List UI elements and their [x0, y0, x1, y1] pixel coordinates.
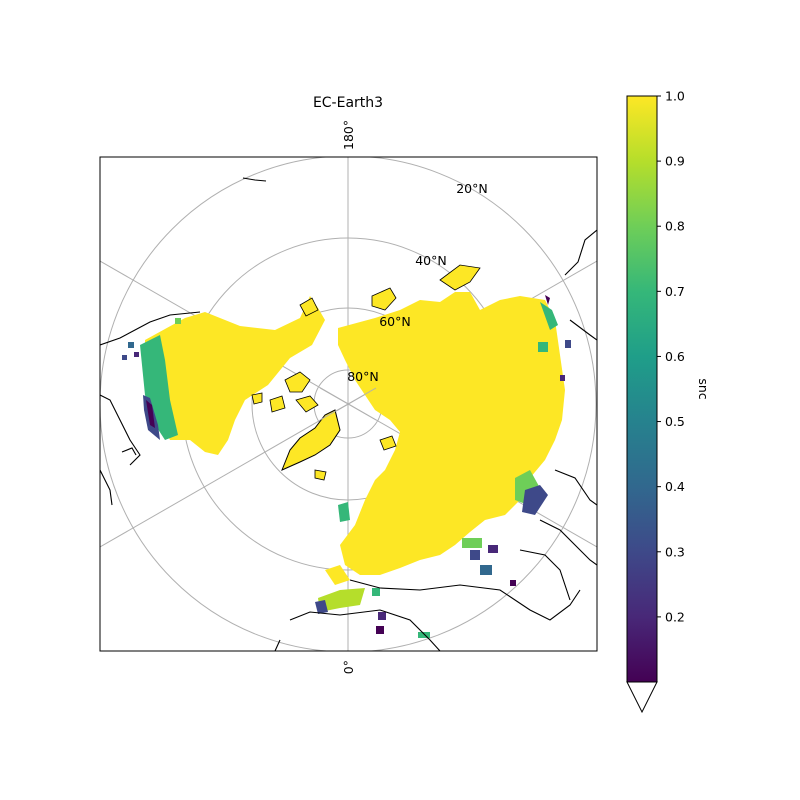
- map-title: EC-Earth3: [313, 95, 383, 111]
- snow-na-speck: [134, 352, 139, 357]
- colorbar-tick-label: 1.0: [665, 89, 685, 104]
- snow-eu-speck: [488, 545, 498, 553]
- lat-circle-20: [100, 157, 597, 651]
- lat-label-60: 60°N: [379, 314, 411, 329]
- colorbar-tick-label: 0.9: [665, 154, 685, 169]
- lat-label-20: 20°N: [456, 181, 488, 196]
- lat-label-40: 40°N: [415, 253, 447, 268]
- snow-eu-speck: [560, 375, 565, 381]
- colorbar-ticks: 0.2 0.3 0.4 0.5 0.6 0.7 0.8 0.9 1.0: [657, 89, 685, 624]
- snow-eu-edge-4: [545, 295, 550, 305]
- lat-label-80: 80°N: [347, 369, 379, 384]
- snow-eu-fill: [338, 292, 565, 575]
- snow-eu-edge-2: [522, 485, 548, 515]
- snow-cover-north-america: [122, 296, 325, 455]
- snow-eu-speck: [510, 580, 516, 586]
- snow-na-speck: [128, 342, 134, 348]
- snow-eu-speck: [565, 340, 571, 348]
- snow-na-fill: [145, 296, 325, 455]
- snow-cover-south: [315, 502, 430, 638]
- snow-eu-speck: [480, 565, 492, 575]
- colorbar-gradient: [626, 95, 658, 683]
- map-frame: [99, 156, 598, 652]
- snow-eu-speck: [462, 538, 482, 548]
- lon-label-0: 0°: [341, 660, 356, 674]
- colorbar-tick-label: 0.8: [665, 219, 685, 234]
- snow-cover-eurasia: [338, 292, 571, 586]
- colorbar-extend-min: [626, 681, 658, 714]
- colorbar-tick-label: 0.5: [665, 414, 685, 429]
- snow-na-edge-2: [146, 400, 155, 428]
- pole-marker: [319, 387, 377, 421]
- snow-na-lowband: [140, 335, 178, 440]
- colorbar-label: snc: [696, 378, 711, 399]
- snow-na-speck: [122, 355, 127, 360]
- colorbar-tick-label: 0.4: [665, 479, 685, 494]
- lon-label-180: 180°: [341, 120, 356, 150]
- coastlines: [100, 177, 597, 651]
- colorbar-tick-label: 0.7: [665, 284, 685, 299]
- snow-eu-edge-3: [540, 302, 558, 330]
- greenland: [281, 409, 341, 471]
- map-area: 20°N 40°N 60°N 80°N: [100, 157, 597, 651]
- snow-eu-speck: [538, 342, 548, 352]
- colorbar-tick-label: 0.2: [665, 609, 685, 624]
- colorbar-tick-label: 0.6: [665, 349, 685, 364]
- snow-na-speck: [175, 318, 181, 324]
- northern-islands: [299, 264, 481, 451]
- colorbar: 0.2 0.3 0.4 0.5 0.6 0.7 0.8 0.9 1.0 snc: [626, 89, 711, 714]
- arctic-islands: [251, 371, 327, 481]
- colorbar-tick-label: 0.3: [665, 544, 685, 559]
- snow-eu-speck: [470, 550, 480, 560]
